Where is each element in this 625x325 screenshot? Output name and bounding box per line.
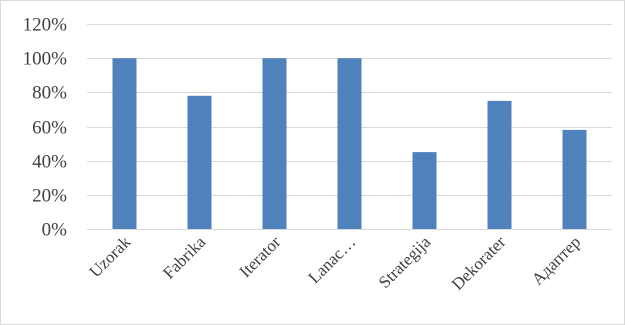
bar — [337, 58, 362, 230]
y-tick-label: 40% — [32, 152, 67, 173]
y-tick-label: 60% — [32, 118, 67, 139]
y-tick-label: 120% — [23, 15, 68, 36]
y-tick-label: 80% — [32, 83, 67, 104]
bar — [412, 152, 437, 229]
bar — [262, 58, 287, 230]
bar — [562, 129, 587, 229]
bars — [112, 58, 587, 230]
y-tick-label: 0% — [42, 220, 68, 241]
y-tick-label: 20% — [32, 186, 67, 207]
y-tick-label: 100% — [23, 49, 68, 70]
y-axis-ticks: 0% 20% 40% 60% 80% 100% 120% — [23, 15, 68, 241]
bar — [187, 95, 212, 230]
bar — [487, 100, 512, 230]
bar — [112, 58, 137, 230]
